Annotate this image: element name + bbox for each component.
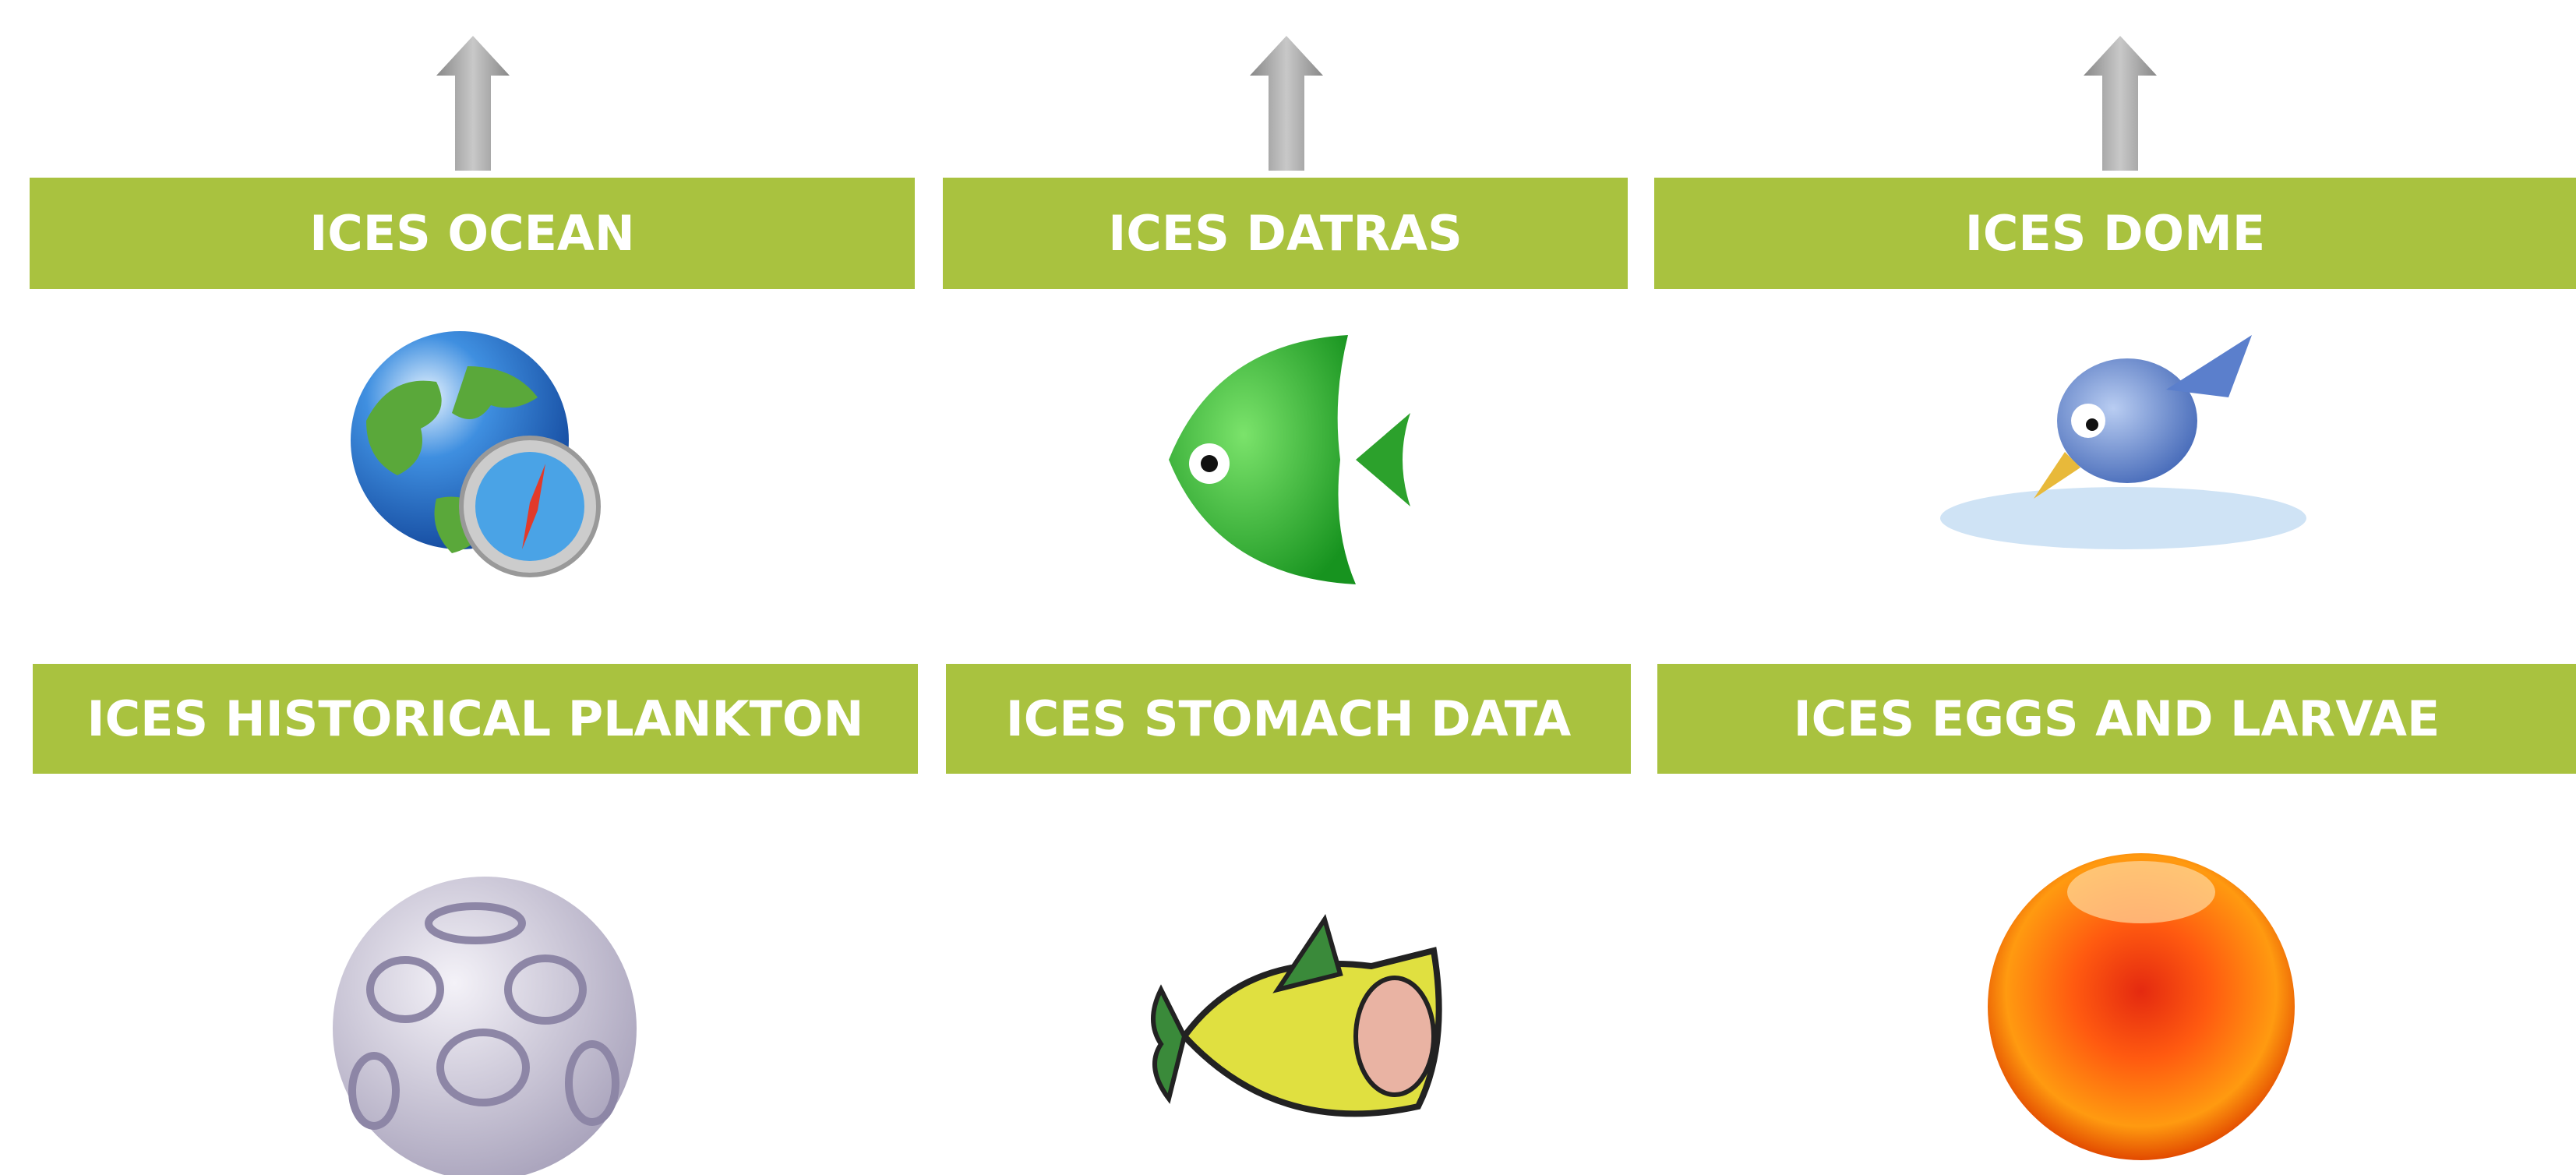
illustrations [0, 0, 2576, 1175]
up-arrow [2084, 36, 2157, 171]
bird-icon [1940, 335, 2306, 549]
tile-banner[interactable]: ICES OCEAN [30, 178, 915, 289]
tile-banner[interactable]: ICES STOMACH DATA [946, 664, 1631, 774]
globe-icon [351, 331, 598, 575]
tile-banner[interactable]: ICES DOME [1654, 178, 2576, 289]
tile-banner[interactable]: ICES HISTORICAL PLANKTON [33, 664, 918, 774]
tile-banner[interactable]: ICES DATRAS [943, 178, 1628, 289]
fish-icon [1169, 335, 1410, 584]
stomach-fish-icon [1153, 919, 1439, 1113]
page: {"tiles": [ {"label": "ICES OCEAN"}, {"l… [0, 0, 2576, 1175]
up-arrow [436, 36, 510, 171]
tile-banner[interactable]: ICES EGGS AND LARVAE [1657, 664, 2576, 774]
egg-icon [1988, 853, 2295, 1160]
plankton-icon [333, 877, 637, 1175]
up-arrow [1250, 36, 1323, 171]
